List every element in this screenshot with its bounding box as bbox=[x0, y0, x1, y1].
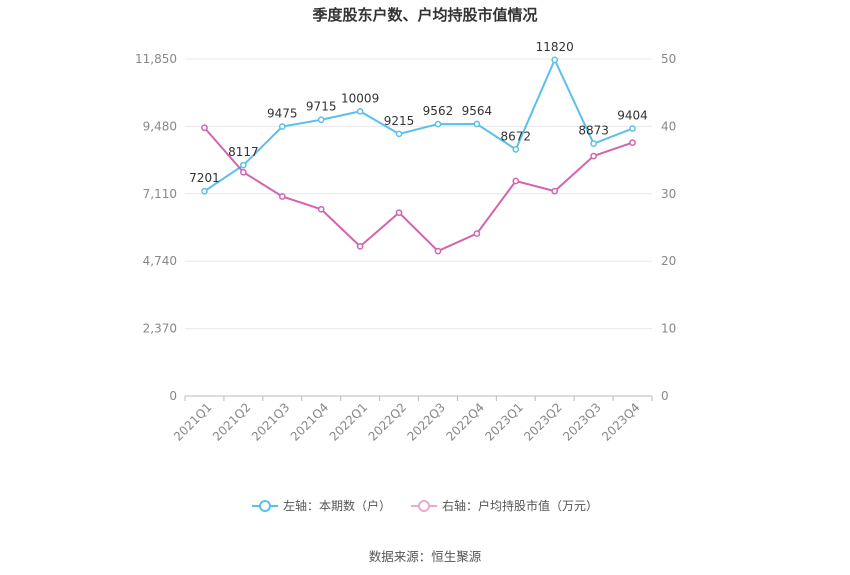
legend-right-label: 右轴：户均持股市值（万元） bbox=[442, 499, 599, 513]
legend: 左轴：本期数（户） 右轴：户均持股市值（万元） bbox=[0, 497, 850, 514]
x-axis-tick-label: 2022Q4 bbox=[443, 400, 487, 444]
chart-title: 季度股东户数、户均持股市值情况 bbox=[312, 6, 538, 24]
x-axis-tick-label: 2023Q2 bbox=[521, 400, 565, 444]
left-axis-tick-label: 11,850 bbox=[135, 52, 177, 66]
point-avg-value bbox=[395, 209, 403, 217]
data-label: 9564 bbox=[462, 104, 493, 118]
legend-item-left[interactable]: 左轴：本期数（户） bbox=[251, 497, 391, 514]
legend-left-label: 左轴：本期数（户） bbox=[282, 499, 391, 513]
point-avg-value bbox=[201, 124, 208, 132]
point-shareholders bbox=[317, 116, 325, 124]
point-avg-value bbox=[434, 247, 442, 255]
point-shareholders bbox=[356, 108, 364, 115]
point-shareholders bbox=[551, 56, 559, 64]
legend-left-swatch-icon bbox=[251, 499, 278, 512]
data-label: 8873 bbox=[578, 124, 609, 138]
point-shareholders bbox=[629, 125, 636, 132]
point-avg-value bbox=[512, 177, 520, 185]
point-avg-value bbox=[356, 243, 364, 250]
right-axis-tick-label: 10 bbox=[661, 322, 676, 336]
point-avg-value bbox=[629, 139, 636, 146]
left-axis-tick-label: 9,480 bbox=[143, 119, 177, 133]
point-shareholders bbox=[512, 146, 520, 153]
data-label: 10009 bbox=[341, 91, 379, 105]
x-axis-tick-label: 2021Q2 bbox=[210, 400, 254, 444]
point-shareholders bbox=[434, 120, 442, 128]
series-line-avg-value bbox=[203, 127, 633, 253]
x-axis-tick-label: 2022Q3 bbox=[405, 400, 449, 444]
data-label: 8117 bbox=[228, 145, 259, 159]
right-axis-tick-label: 0 bbox=[661, 389, 669, 403]
x-axis-tick-label: 2021Q4 bbox=[288, 400, 332, 444]
data-label: 7201 bbox=[189, 171, 220, 185]
point-shareholders bbox=[278, 123, 286, 130]
point-avg-value bbox=[317, 205, 325, 213]
point-shareholders bbox=[473, 120, 481, 128]
x-axis-tick-label: 2022Q1 bbox=[327, 400, 371, 444]
data-label: 9404 bbox=[617, 109, 648, 123]
x-axis-tick-label: 2023Q3 bbox=[560, 400, 604, 444]
data-label: 9715 bbox=[306, 100, 337, 114]
point-avg-value bbox=[551, 187, 559, 195]
series-line-shareholders bbox=[203, 57, 633, 193]
right-axis-tick-label: 40 bbox=[661, 119, 676, 133]
legend-right-swatch-icon bbox=[411, 499, 437, 512]
point-shareholders bbox=[201, 187, 208, 195]
point-avg-value bbox=[473, 230, 481, 237]
point-shareholders bbox=[240, 161, 247, 169]
point-avg-value bbox=[590, 152, 597, 160]
data-label: 8672 bbox=[501, 129, 532, 143]
data-source: 数据来源：恒生聚源 bbox=[368, 549, 482, 564]
data-label: 11820 bbox=[536, 40, 574, 54]
legend-item-right[interactable]: 右轴：户均持股市值（万元） bbox=[411, 497, 598, 514]
data-label: 9562 bbox=[423, 104, 454, 118]
right-axis-tick-label: 30 bbox=[661, 187, 676, 201]
data-label: 9475 bbox=[267, 107, 298, 121]
point-avg-value bbox=[240, 168, 247, 176]
left-axis-tick-label: 7,110 bbox=[143, 187, 177, 201]
right-axis-tick-label: 50 bbox=[661, 52, 676, 66]
x-axis-tick-label: 2021Q3 bbox=[249, 400, 293, 444]
left-axis-tick-label: 0 bbox=[169, 389, 177, 403]
left-axis-tick-label: 4,740 bbox=[143, 254, 177, 268]
data-label: 9215 bbox=[384, 114, 415, 128]
x-axis-tick-label: 2023Q4 bbox=[599, 400, 643, 444]
point-shareholders bbox=[395, 130, 403, 138]
x-axis-tick-label: 2022Q2 bbox=[366, 400, 410, 444]
point-avg-value bbox=[278, 193, 286, 200]
x-axis-tick-label: 2021Q1 bbox=[171, 400, 215, 444]
right-axis-tick-label: 20 bbox=[661, 254, 676, 268]
point-shareholders bbox=[590, 140, 597, 148]
left-axis-tick-label: 2,370 bbox=[143, 322, 177, 336]
x-axis-tick-label: 2023Q1 bbox=[482, 400, 526, 444]
